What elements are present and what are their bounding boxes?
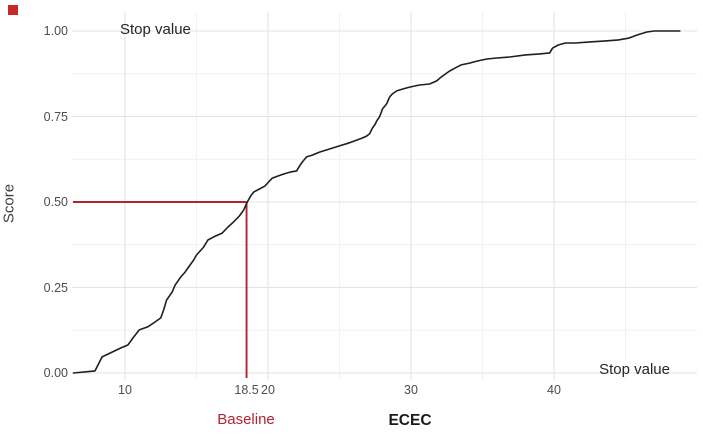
y-axis-title: Score bbox=[0, 183, 18, 224]
x-axis-title: ECEC bbox=[388, 412, 432, 429]
x-tick-label: 18.5 bbox=[234, 383, 259, 397]
x-tick-label: 10 bbox=[118, 383, 132, 397]
annotation-stop-value-bottom: Stop value bbox=[599, 361, 670, 378]
y-tick-label: 0.50 bbox=[43, 195, 68, 209]
annotation-stop-value-top: Stop value bbox=[120, 21, 191, 38]
baseline-label: Baseline bbox=[217, 411, 275, 428]
x-tick-label: 20 bbox=[261, 383, 275, 397]
x-tick-label: 40 bbox=[547, 383, 561, 397]
y-tick-label: 1.00 bbox=[43, 24, 68, 38]
y-tick-label: 0.75 bbox=[43, 109, 68, 124]
y-tick-label: 0.25 bbox=[43, 280, 68, 295]
x-tick-label: 30 bbox=[404, 383, 418, 397]
y-tick-label: 0.00 bbox=[43, 366, 68, 380]
score-curve bbox=[72, 30, 681, 374]
red-marker-square bbox=[8, 5, 18, 15]
